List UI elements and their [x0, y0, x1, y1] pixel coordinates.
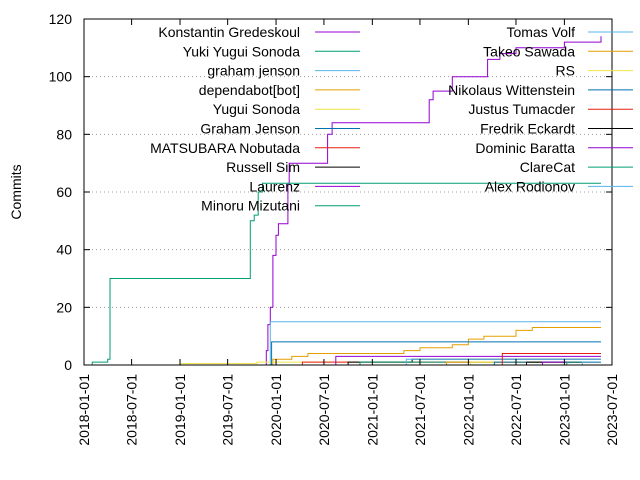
legend-label: Yugui Sonoda: [213, 101, 300, 117]
y-tick-label: 20: [56, 299, 72, 315]
axes: 0 20 40 60 80 100 120 2018-01-01 2018-07-01 2019-…: [49, 11, 620, 446]
grid: [84, 76, 612, 308]
y-tick-label: 40: [56, 242, 72, 258]
series-line: [265, 36, 602, 366]
x-tick-label: 2020-07-01: [316, 374, 332, 446]
legend-label: Tomas Volf: [507, 24, 576, 40]
legend-label: Konstantin Gredeskoul: [158, 24, 300, 40]
y-tick-label: 60: [56, 184, 72, 200]
x-tick-label: 2019-01-01: [172, 374, 188, 446]
legend-label: graham jenson: [207, 63, 300, 79]
legend-label: Graham Jenson: [200, 121, 300, 137]
legend-label: Yuki Yugui Sonoda: [183, 43, 301, 59]
x-tick-label: 2018-01-01: [76, 374, 92, 446]
x-tick-label: 2019-07-01: [220, 374, 236, 446]
x-tick-label: 2020-01-01: [268, 374, 284, 446]
legend: Konstantin Gredeskoul Yuki Yugui Sonoda gr…: [150, 24, 633, 214]
y-tick-label: 0: [64, 357, 72, 373]
legend-label: Dominic Baratta: [475, 140, 575, 156]
legend-label: Takeo Sawada: [483, 43, 575, 59]
x-tick-label: 2022-01-01: [460, 374, 476, 446]
y-tick-label: 100: [49, 69, 73, 85]
legend-label: Justus Tumacder: [468, 101, 575, 117]
y-tick-label: 80: [56, 126, 72, 142]
legend-label: Minoru Mizutani: [201, 198, 300, 214]
legend-label: Fredrik Eckardt: [480, 121, 575, 137]
y-tick-label: 120: [49, 11, 73, 27]
legend-label: Nikolaus Wittenstein: [448, 82, 575, 98]
legend-label: MATSUBARA Nobutada: [150, 140, 300, 156]
series-line: [267, 327, 601, 366]
series-line: [89, 182, 601, 366]
legend-label: Russell Sim: [226, 159, 300, 175]
y-axis-label: Commits: [8, 164, 24, 219]
legend-label: Alex Rodionov: [485, 178, 575, 194]
x-tick-label: 2021-01-01: [364, 374, 380, 446]
x-tick-label: 2023-07-01: [604, 374, 620, 446]
x-tick-label: 2022-07-01: [508, 374, 524, 446]
legend-label: Laurenz: [249, 178, 300, 194]
x-tick-label: 2023-01-01: [556, 374, 572, 446]
x-tick-label: 2021-07-01: [412, 374, 428, 446]
x-tick-label: 2018-07-01: [124, 374, 140, 446]
legend-label: ClareCat: [520, 159, 575, 175]
legend-label: dependabot[bot]: [199, 82, 300, 98]
legend-label: RS: [556, 63, 575, 79]
